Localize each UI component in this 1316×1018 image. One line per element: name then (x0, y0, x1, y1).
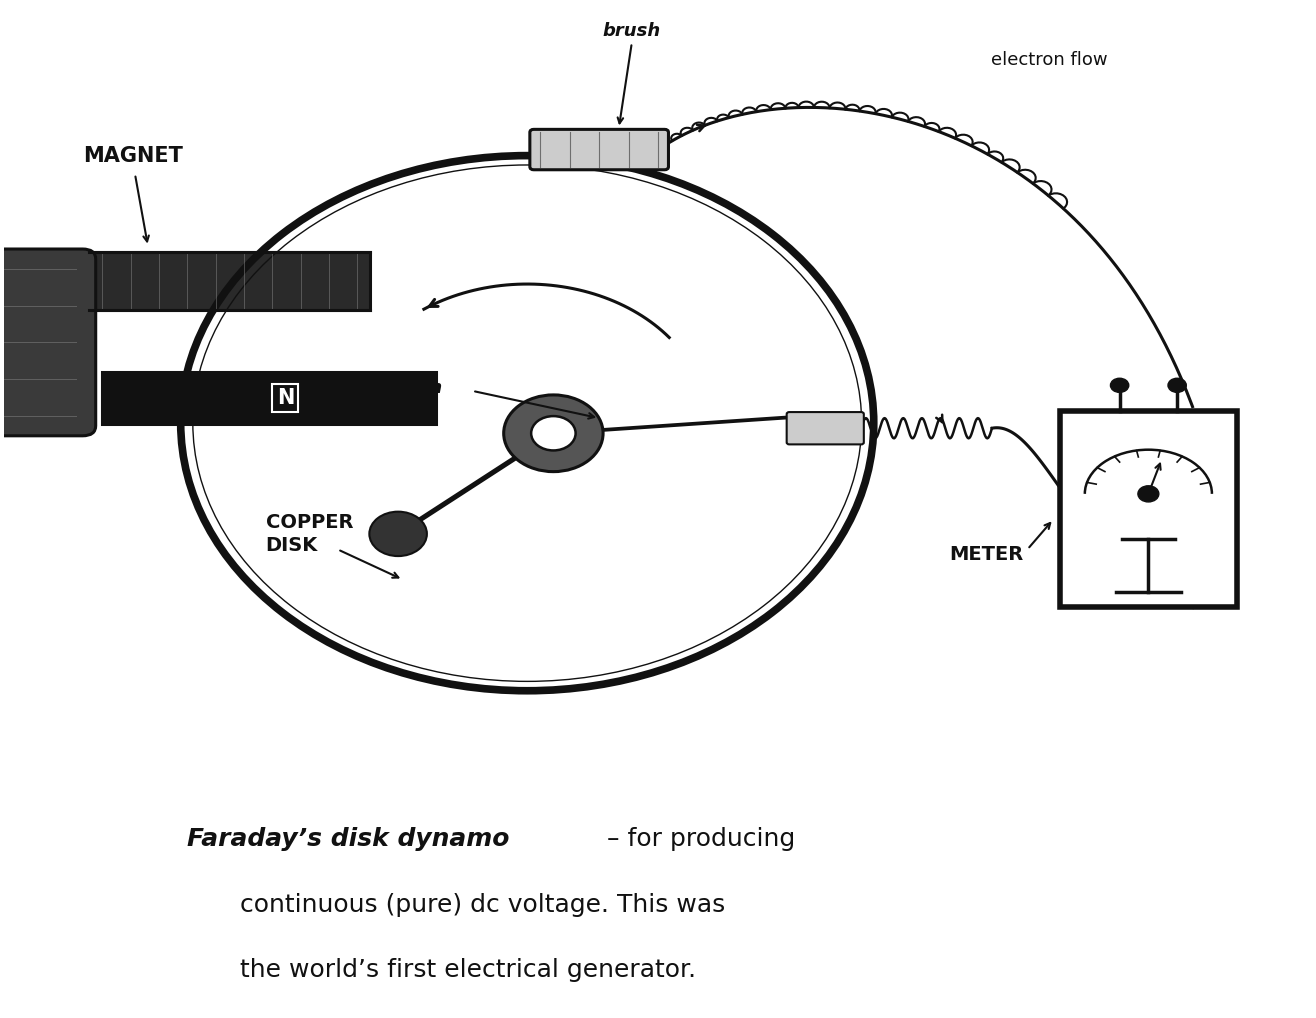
Circle shape (1138, 486, 1159, 502)
Circle shape (370, 512, 426, 556)
Circle shape (504, 395, 603, 471)
Circle shape (1111, 379, 1129, 392)
Circle shape (1169, 379, 1186, 392)
FancyBboxPatch shape (0, 249, 96, 436)
Text: – for producing: – for producing (599, 827, 795, 851)
Circle shape (532, 416, 575, 450)
Text: electron flow: electron flow (991, 51, 1108, 68)
Text: brush: brush (603, 21, 661, 40)
Text: N: N (276, 388, 293, 408)
Bar (1061, 410, 1237, 608)
Text: COPPER
DISK: COPPER DISK (266, 513, 353, 556)
Text: MAGNET: MAGNET (83, 146, 183, 166)
FancyBboxPatch shape (89, 251, 370, 310)
Bar (103, 372, 436, 425)
FancyBboxPatch shape (530, 129, 669, 170)
Text: the world’s first electrical generator.: the world’s first electrical generator. (240, 958, 696, 982)
Text: brush: brush (384, 379, 442, 397)
Text: METER: METER (949, 545, 1024, 564)
FancyBboxPatch shape (787, 412, 863, 445)
Circle shape (180, 156, 874, 691)
Text: continuous (pure) dc voltage. This was: continuous (pure) dc voltage. This was (240, 893, 725, 916)
Text: Faraday’s disk dynamo: Faraday’s disk dynamo (187, 827, 509, 851)
